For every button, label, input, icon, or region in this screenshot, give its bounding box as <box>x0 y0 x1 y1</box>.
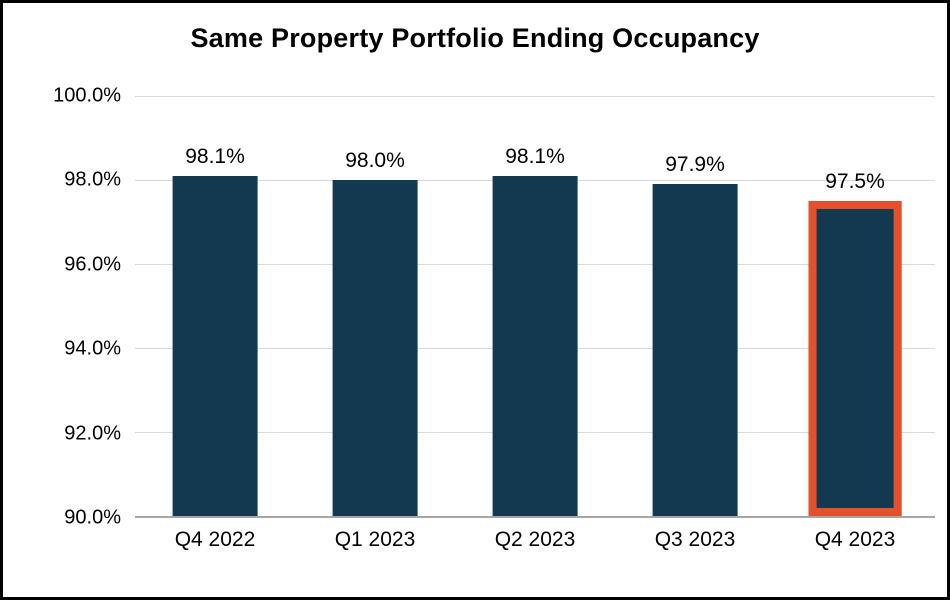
x-axis-tick-label: Q4 2023 <box>814 528 896 551</box>
plot-area: 98.1% 98.0% 98.1% 97.9% 97.5% <box>135 96 935 518</box>
bar-value-label: 98.1% <box>185 144 245 168</box>
bar-slot: 98.0% <box>295 96 455 516</box>
bar-value-label: 97.9% <box>665 153 725 177</box>
plot-region: 100.0% 98.0% 96.0% 94.0% 92.0% 90.0% 98.1% 98.… <box>3 85 935 529</box>
bar-slot: 98.1% <box>455 96 615 516</box>
bar <box>652 184 738 516</box>
x-axis-tick-label: Q3 2023 <box>654 528 736 551</box>
chart-title: Same Property Portfolio Ending Occupancy <box>190 23 760 53</box>
y-axis-tick-label: 96.0% <box>64 253 121 276</box>
bar-value-label: 97.5% <box>825 170 885 193</box>
x-axis: Q4 2022 Q1 2023 Q2 2023 Q3 2023 Q4 2023 <box>135 518 935 552</box>
y-axis-tick-label: 100.0% <box>53 84 121 107</box>
y-axis-tick-label: 94.0% <box>64 337 121 360</box>
bar <box>332 180 418 516</box>
bar <box>172 175 258 516</box>
x-axis-tick-label: Q2 2023 <box>494 528 576 551</box>
y-axis: 100.0% 98.0% 96.0% 94.0% 92.0% 90.0% <box>3 85 135 529</box>
bar-highlighted <box>808 201 902 516</box>
bar-value-label: 98.1% <box>505 144 565 168</box>
bar-slot: 98.1% <box>135 96 295 516</box>
x-axis-tick-label: Q4 2022 <box>174 528 256 551</box>
bar <box>492 175 578 516</box>
gridline <box>135 96 935 97</box>
y-axis-tick-label: 98.0% <box>64 168 121 191</box>
bar-slot: 97.5% <box>775 96 935 516</box>
bar-slot: 97.9% <box>615 96 775 516</box>
bar-value-label: 98.0% <box>345 149 405 172</box>
x-axis-tick-label: Q1 2023 <box>334 528 416 551</box>
y-axis-tick-label: 92.0% <box>64 422 121 445</box>
y-axis-tick-label: 90.0% <box>64 506 121 529</box>
